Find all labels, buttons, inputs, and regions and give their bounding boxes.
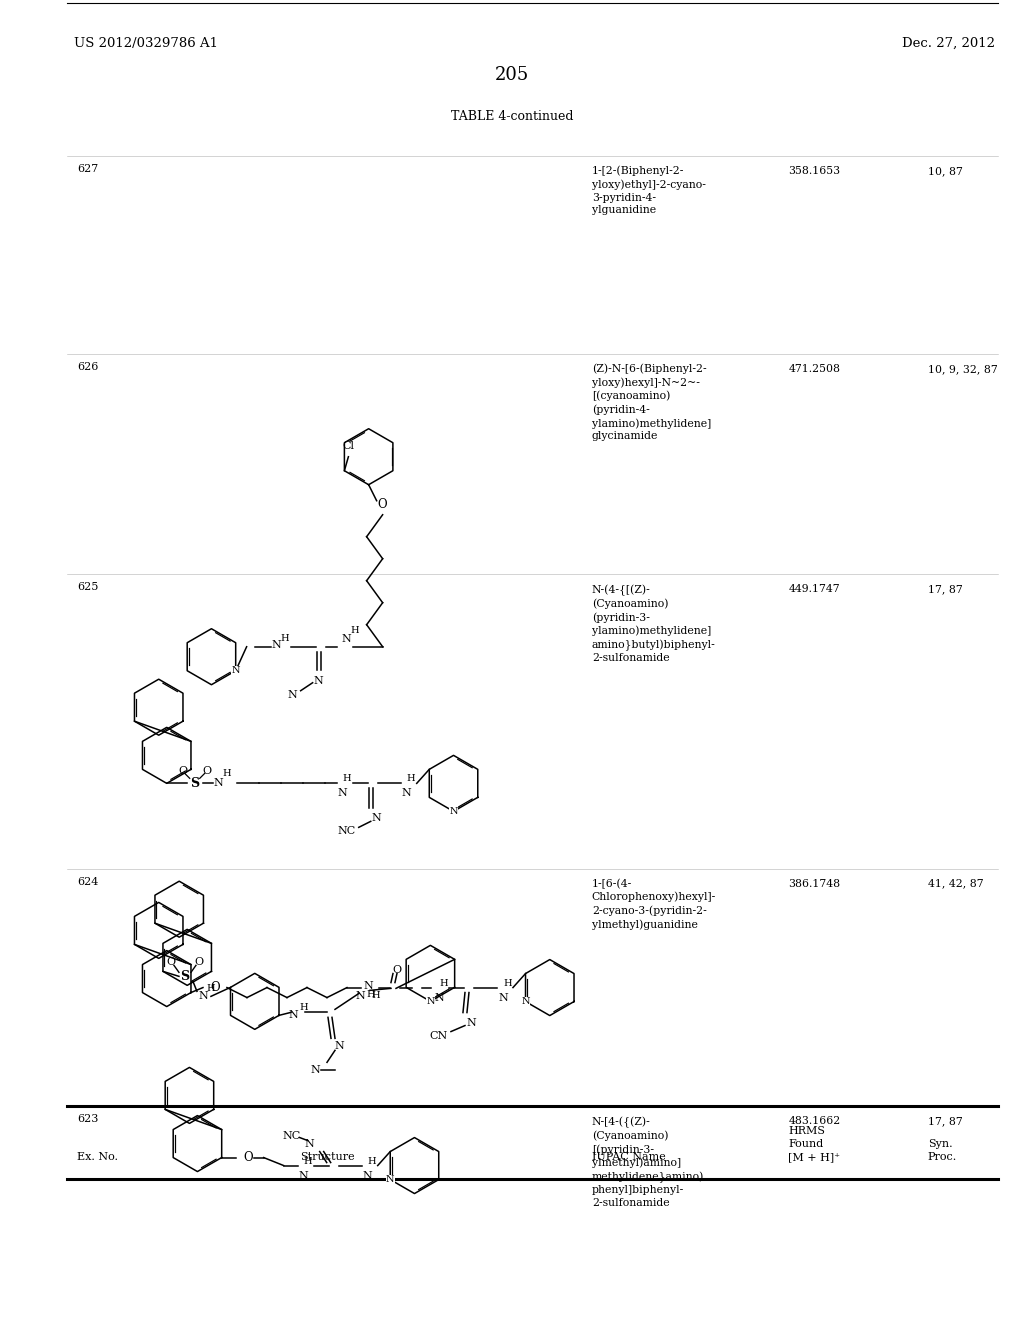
Text: N: N bbox=[214, 779, 223, 788]
Text: 1-[6-(4-
Chlorophenoxy)hexyl]-
2-cyano-3-(pyridin-2-
ylmethyl)guanidine: 1-[6-(4- Chlorophenoxy)hexyl]- 2-cyano-3… bbox=[592, 879, 716, 929]
Text: N: N bbox=[355, 991, 365, 1002]
Text: N: N bbox=[288, 690, 298, 700]
Text: N: N bbox=[313, 676, 324, 685]
Text: 1-[2-(Biphenyl-2-
yloxy)ethyl]-2-cyano-
3-pyridin-4-
ylguanidine: 1-[2-(Biphenyl-2- yloxy)ethyl]-2-cyano- … bbox=[592, 166, 706, 215]
Text: N: N bbox=[288, 1010, 298, 1020]
Text: N: N bbox=[342, 634, 351, 644]
Text: O: O bbox=[166, 957, 175, 968]
Text: N: N bbox=[434, 993, 443, 1003]
Text: H: H bbox=[304, 1156, 312, 1166]
Text: O: O bbox=[378, 498, 387, 511]
Text: Syn.: Syn. bbox=[928, 1139, 952, 1150]
Text: H: H bbox=[368, 1156, 376, 1166]
Text: Ex. No.: Ex. No. bbox=[77, 1152, 118, 1163]
Text: N: N bbox=[401, 788, 412, 799]
Text: Found: Found bbox=[788, 1139, 823, 1150]
Text: H: H bbox=[439, 978, 447, 987]
Text: NC: NC bbox=[283, 1130, 301, 1140]
Text: N: N bbox=[198, 991, 208, 1002]
Text: [M + H]⁺: [M + H]⁺ bbox=[788, 1152, 841, 1163]
Text: N: N bbox=[364, 981, 373, 990]
Text: TABLE 4-continued: TABLE 4-continued bbox=[451, 110, 573, 123]
Text: H: H bbox=[222, 768, 231, 777]
Text: H: H bbox=[372, 991, 380, 1001]
Text: O: O bbox=[178, 767, 187, 776]
Text: S: S bbox=[180, 970, 189, 983]
Text: H: H bbox=[207, 983, 215, 993]
Text: O: O bbox=[195, 957, 204, 968]
Text: H: H bbox=[503, 978, 512, 987]
Text: 623: 623 bbox=[77, 1114, 98, 1125]
Text: Proc.: Proc. bbox=[928, 1152, 957, 1163]
Text: N: N bbox=[362, 1171, 373, 1180]
Text: 449.1747: 449.1747 bbox=[788, 585, 840, 594]
Text: 624: 624 bbox=[77, 876, 98, 887]
Text: 10, 9, 32, 87: 10, 9, 32, 87 bbox=[928, 364, 997, 374]
Text: 17, 87: 17, 87 bbox=[928, 1117, 963, 1126]
Text: N: N bbox=[338, 788, 347, 799]
Text: H: H bbox=[350, 626, 359, 635]
Text: O: O bbox=[210, 981, 220, 994]
Text: N: N bbox=[305, 1139, 314, 1148]
Text: H: H bbox=[343, 775, 351, 783]
Text: 10, 87: 10, 87 bbox=[928, 166, 963, 176]
Text: NC: NC bbox=[338, 826, 356, 837]
Text: 205: 205 bbox=[495, 66, 529, 84]
Text: N: N bbox=[231, 667, 240, 676]
Text: Dec. 27, 2012: Dec. 27, 2012 bbox=[902, 37, 995, 50]
Text: O: O bbox=[243, 1151, 253, 1164]
Text: N: N bbox=[521, 997, 529, 1006]
Text: 17, 87: 17, 87 bbox=[928, 585, 963, 594]
Text: H: H bbox=[281, 634, 289, 643]
Text: HRMS: HRMS bbox=[788, 1126, 825, 1137]
Text: N: N bbox=[466, 1018, 476, 1027]
Text: S: S bbox=[190, 777, 200, 789]
Text: N: N bbox=[334, 1041, 344, 1051]
Text: N: N bbox=[498, 993, 508, 1003]
Text: H: H bbox=[407, 775, 416, 783]
Text: O: O bbox=[392, 965, 401, 974]
Text: N: N bbox=[426, 997, 434, 1006]
Text: N: N bbox=[271, 640, 282, 649]
Text: N-(4-{[(Z)-
(Cyanoamino)
(pyridin-3-
ylamino)methylidene]
amino}butyl)biphenyl-
: N-(4-{[(Z)- (Cyanoamino) (pyridin-3- yla… bbox=[592, 585, 716, 664]
Text: 386.1748: 386.1748 bbox=[788, 879, 841, 888]
Text: 627: 627 bbox=[77, 164, 98, 174]
Text: N: N bbox=[450, 807, 458, 816]
Text: H: H bbox=[366, 990, 375, 999]
Text: 625: 625 bbox=[77, 582, 98, 593]
Text: IUPAC Name: IUPAC Name bbox=[592, 1152, 666, 1163]
Text: (Z)-N-[6-(Biphenyl-2-
yloxy)hexyl]-N~2~-
[(cyanoamino)
(pyridin-4-
ylamino)methy: (Z)-N-[6-(Biphenyl-2- yloxy)hexyl]-N~2~-… bbox=[592, 364, 711, 441]
Text: N: N bbox=[299, 1171, 308, 1180]
Text: O: O bbox=[202, 767, 211, 776]
Text: N: N bbox=[310, 1065, 319, 1076]
Text: 471.2508: 471.2508 bbox=[788, 364, 841, 374]
Text: N: N bbox=[372, 813, 382, 824]
Text: 483.1662: 483.1662 bbox=[788, 1117, 841, 1126]
Text: US 2012/0329786 A1: US 2012/0329786 A1 bbox=[74, 37, 218, 50]
Text: Structure: Structure bbox=[300, 1152, 355, 1163]
Text: N-[4-({(Z)-
(Cyanoamino)
[(pyridin-3-
ylmethyl)amino]
methylidene}amino)
phenyl]: N-[4-({(Z)- (Cyanoamino) [(pyridin-3- yl… bbox=[592, 1117, 705, 1208]
Text: H: H bbox=[299, 1003, 307, 1012]
Text: 626: 626 bbox=[77, 362, 98, 372]
Text: Cl: Cl bbox=[342, 441, 354, 450]
Text: N: N bbox=[386, 1175, 394, 1184]
Text: 358.1653: 358.1653 bbox=[788, 166, 841, 176]
Text: 41, 42, 87: 41, 42, 87 bbox=[928, 879, 983, 888]
Text: CN: CN bbox=[430, 1031, 449, 1040]
